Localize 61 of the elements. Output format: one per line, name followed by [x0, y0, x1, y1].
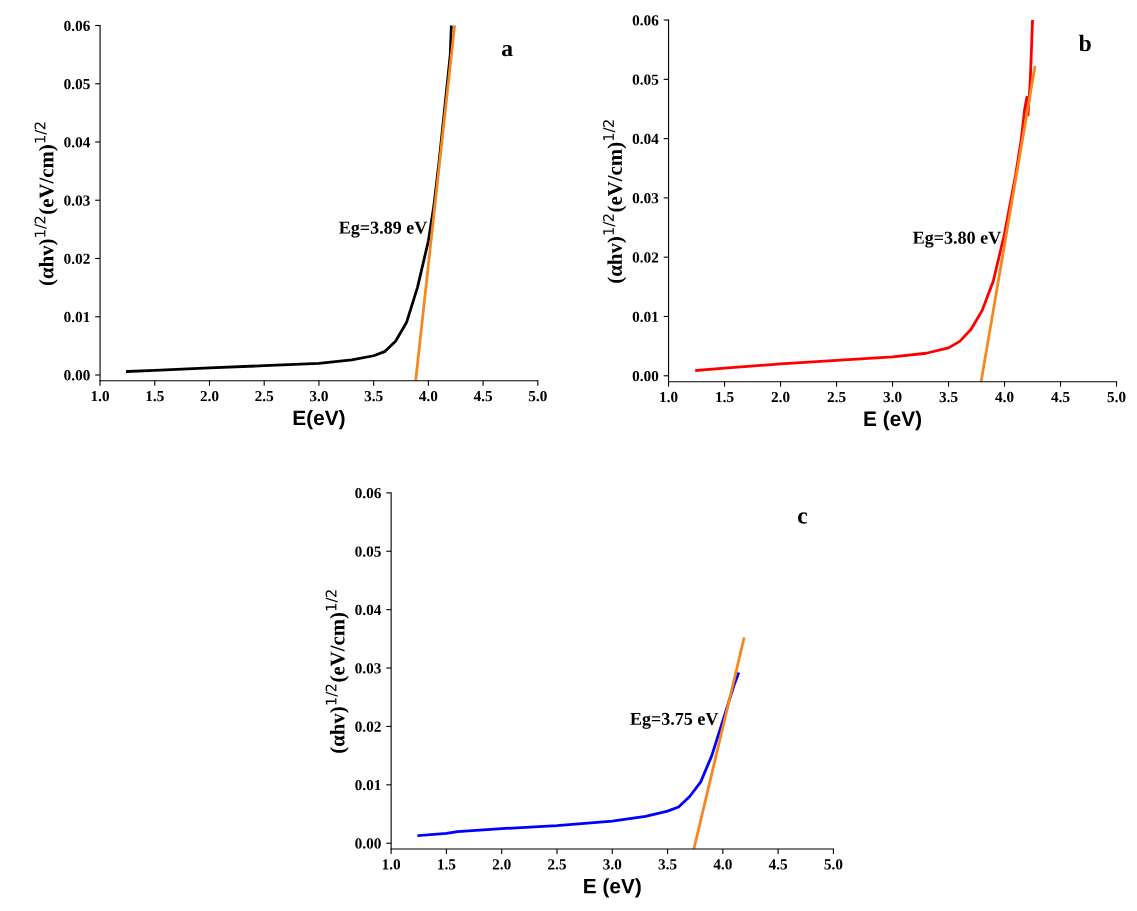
- y-tick-label: 0.04: [632, 133, 659, 145]
- x-tick-label: 4.0: [995, 391, 1014, 403]
- x-tick-label: 5.0: [1107, 391, 1126, 403]
- x-tick-label: 3.0: [309, 390, 328, 402]
- x-tick-label: 3.5: [658, 859, 677, 870]
- x-tick-label: 2.0: [771, 391, 790, 403]
- text: c: [798, 512, 808, 524]
- y-tick-label: 0.01: [64, 311, 90, 323]
- x-tick-label: 2.5: [548, 859, 566, 870]
- x-tick-label: 3.0: [883, 391, 902, 403]
- y-tick-label: 0.00: [632, 370, 659, 382]
- x-tick-label: 4.5: [768, 859, 788, 870]
- x-tick-label: 2.5: [827, 391, 846, 403]
- y-tick-label: 0.06: [355, 487, 381, 499]
- x-tick-label: 2.0: [200, 390, 219, 402]
- x-tick-label: 4.0: [419, 390, 438, 402]
- x-tick-label: 4.5: [473, 391, 493, 402]
- y-axis-title: (αhv)$^{1/2}$(eV/cm)$^{1/2}$: [34, 122, 58, 286]
- x-tick-label: 3.5: [364, 391, 383, 402]
- x-tick-label: 5.0: [824, 859, 843, 870]
- y-tick-label: 0.05: [632, 74, 659, 85]
- y-tick-label: 0.01: [632, 311, 659, 323]
- y-tick-label: 0.05: [355, 546, 381, 557]
- y-tick-label: 0.06: [632, 15, 659, 26]
- x-tick-label: 5.0: [528, 390, 547, 402]
- x-axis-title: E(eV): [293, 409, 345, 430]
- x-tick-label: 1.5: [716, 391, 734, 403]
- x-tick-label: 1.5: [438, 859, 456, 870]
- y-tick-label: 0.03: [355, 663, 381, 674]
- x-tick-label: 2.0: [492, 859, 511, 870]
- x-tick-label: 1.0: [382, 859, 401, 870]
- chart-title: b: [1078, 34, 1091, 52]
- y-tick-label: 0.00: [355, 838, 381, 849]
- y-tick-label: 0.03: [632, 193, 659, 204]
- y-tick-label: 0.04: [64, 137, 91, 148]
- x-tick-label: 3.0: [603, 859, 622, 870]
- y-tick-label: 0.06: [64, 20, 90, 32]
- y-tick-label: 0.04: [355, 604, 382, 616]
- y-tick-label: 0.05: [64, 78, 90, 90]
- line-series: [417, 672, 740, 838]
- text: a: [502, 44, 513, 57]
- x-tick-label: 2.5: [255, 391, 274, 402]
- y-tick-label: 0.02: [632, 252, 659, 263]
- y-tick-label: 0.01: [355, 779, 381, 791]
- x-tick-label: 1.0: [660, 391, 678, 403]
- x-tick-label: 1.0: [91, 390, 110, 402]
- x-tick-label: 3.5: [939, 391, 958, 403]
- y-tick-label: 0.02: [64, 253, 90, 264]
- annotation: Eg=3.75 eV: [630, 712, 719, 729]
- x-tick-label: 4.5: [1051, 391, 1070, 403]
- y-tick-label: 0.02: [355, 721, 381, 732]
- x-tick-label: 1.5: [146, 391, 164, 402]
- y-axis-title: (αhv)$^{1/2}$(eV/cm)$^{1/2}$: [603, 120, 627, 283]
- x-axis-title: E (eV): [584, 878, 641, 898]
- annotation: Eg=3.89 eV: [339, 221, 428, 238]
- y-tick-label: 0.03: [64, 195, 90, 206]
- x-tick-label: 4.0: [713, 859, 732, 870]
- annotation: Eg=3.80 eV: [912, 231, 1001, 248]
- x-axis-title: E (eV): [864, 410, 922, 431]
- y-tick-label: 0.00: [64, 370, 90, 381]
- y-axis-title: (αhv)$^{1/2}$(eV/cm)$^{1/2}$: [325, 590, 349, 753]
